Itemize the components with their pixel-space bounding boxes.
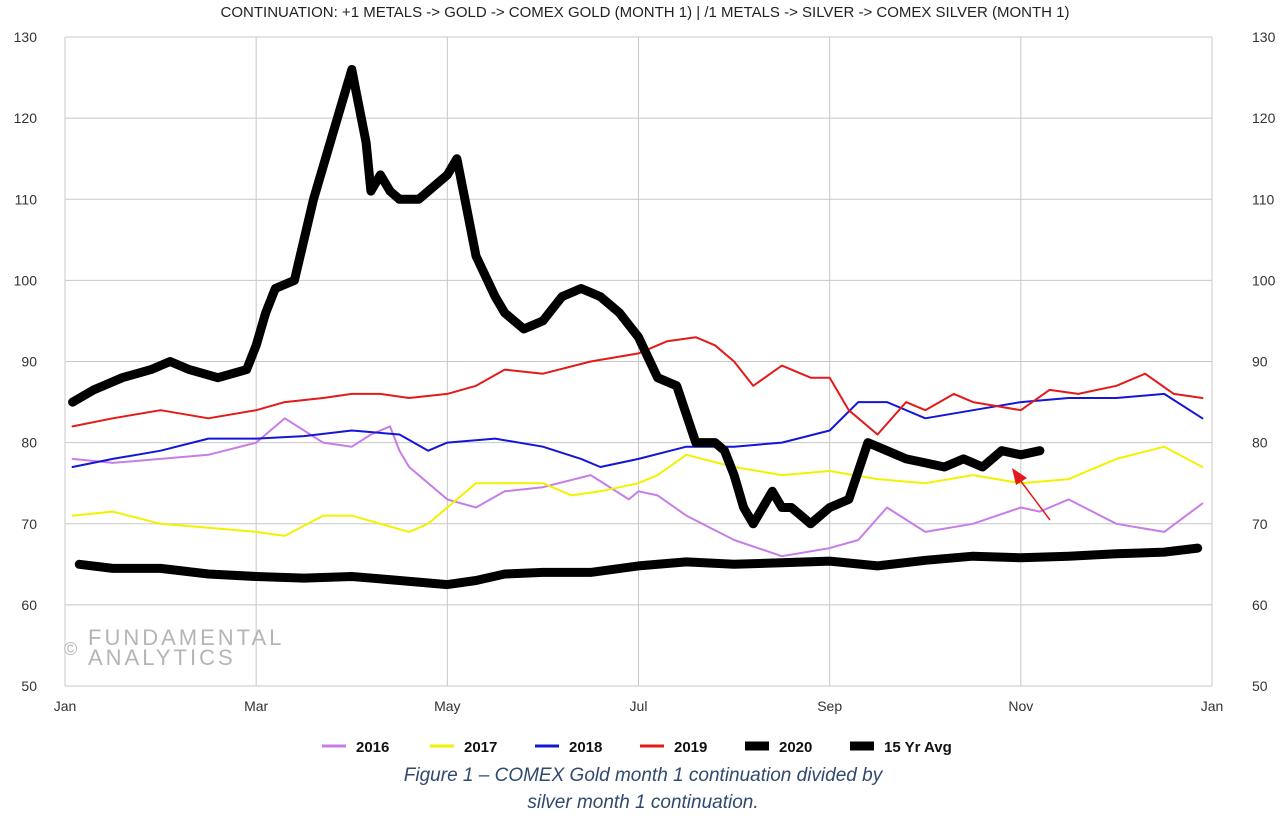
- y-tick-label-left: 110: [15, 191, 38, 207]
- x-tick-label: May: [434, 698, 460, 714]
- figure-caption-line2: silver month 1 continuation.: [527, 792, 759, 813]
- x-tick-label: Nov: [1008, 698, 1033, 714]
- series-line-2019: [71, 336, 1204, 436]
- x-tick-label: Mar: [244, 698, 268, 714]
- x-tick-label: Jan: [54, 698, 77, 714]
- legend-label-2018: 2018: [569, 739, 602, 756]
- series-line-15-yr-avg: [74, 543, 1203, 590]
- y-tick-label-left: 100: [14, 272, 38, 288]
- figure-caption-line1: Figure 1 – COMEX Gold month 1 continuati…: [403, 765, 883, 786]
- y-axis-right: 50 60 70 80 90 100 110 120 130: [1252, 29, 1276, 694]
- y-tick-label-left: 120: [14, 110, 38, 126]
- x-tick-label: Jan: [1201, 698, 1224, 714]
- y-tick-label-left: 60: [21, 597, 37, 613]
- y-tick-label-right: 60: [1252, 597, 1268, 613]
- y-tick-label-left: 70: [21, 516, 37, 532]
- y-tick-label-right: 80: [1252, 435, 1268, 451]
- watermark-symbol: ©: [64, 639, 80, 659]
- series-lines: [68, 65, 1204, 590]
- y-tick-label-left: 50: [21, 678, 37, 694]
- legend-label-2016: 2016: [356, 739, 389, 756]
- legend-label-2020: 2020: [779, 739, 812, 756]
- legend-label-2019: 2019: [674, 739, 707, 756]
- y-tick-label-right: 130: [1252, 29, 1276, 45]
- y-tick-label-left: 80: [21, 435, 37, 451]
- legend-label-15-yr-avg: 15 Yr Avg: [884, 739, 952, 756]
- y-tick-label-left: 130: [14, 29, 38, 45]
- y-tick-label-right: 100: [1252, 272, 1276, 288]
- watermark-line1: FUNDAMENTAL: [88, 625, 284, 650]
- x-tick-label: Jul: [630, 698, 648, 714]
- legend-label-2017: 2017: [464, 739, 497, 756]
- gridlines: [64, 36, 1213, 687]
- series-line-2017: [71, 445, 1204, 537]
- series-line-2020: [68, 65, 1045, 529]
- watermark-logo: © FUNDAMENTAL ANALYTICS: [64, 625, 284, 670]
- x-tick-label: Sep: [817, 698, 842, 714]
- chart-title: CONTINUATION: +1 METALS -> GOLD -> COMEX…: [221, 4, 1070, 21]
- y-tick-label-right: 120: [1252, 110, 1276, 126]
- y-tick-label-left: 90: [21, 354, 37, 370]
- y-tick-label-right: 90: [1252, 354, 1268, 370]
- y-tick-label-right: 50: [1252, 678, 1268, 694]
- legend: 2016 2017 2018 2019 2020 15 Yr Avg: [322, 739, 952, 756]
- y-axis-left: 50 60 70 80 90 100 110 120 130: [14, 29, 38, 694]
- x-axis: Jan Mar May Jul Sep Nov Jan: [54, 698, 1224, 714]
- y-tick-label-right: 70: [1252, 516, 1268, 532]
- y-tick-label-right: 110: [1252, 191, 1275, 207]
- annotation-arrow: [1012, 468, 1051, 521]
- watermark-line2: ANALYTICS: [88, 645, 236, 670]
